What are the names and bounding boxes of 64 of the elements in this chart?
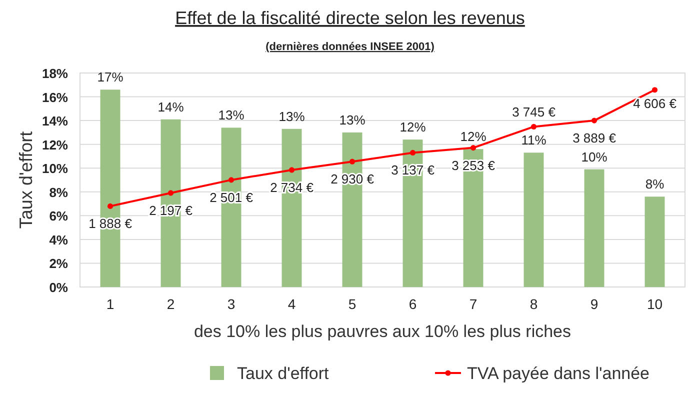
point [530,124,537,130]
bar [402,140,423,287]
y-tick-label: 2% [49,256,68,272]
bar [100,90,120,287]
y-tick-label: 10% [42,161,68,176]
chart-title: Effet de la fiscalité directe selon les revenus [175,8,525,28]
x-tick-label: 4 [288,296,296,312]
data-label: 14% [158,99,184,114]
x-axis-title: des 10% les plus pauvres aux 10% les plus riches [194,322,572,341]
point [470,144,476,151]
point [228,177,234,183]
bar [282,128,302,287]
x-tick-label: 1 [106,296,114,312]
y-tick-label: 12% [42,137,68,152]
point [107,203,114,209]
x-tick-label: 9 [590,296,598,312]
data-label: 4 606 € [633,96,678,111]
x-tick-label: 7 [469,296,478,312]
bar [644,196,665,287]
data-label: 1 888 € [88,216,133,232]
data-label: 12% [460,129,487,144]
point [591,118,598,124]
data-label: 2 930 € [330,172,375,187]
x-tick-label: 6 [408,296,417,312]
point [288,167,295,173]
y-tick-label: 16% [42,90,68,105]
point [349,158,356,164]
point [652,87,658,93]
y-tick-label: 14% [42,114,68,129]
data-label: 13% [339,112,366,128]
point [168,190,174,196]
bar [160,119,181,287]
data-label: 3 137 € [391,162,436,178]
y-tick-label: 18% [42,66,68,81]
x-tick-label: 8 [530,296,538,312]
bar [342,132,362,287]
x-tick-label: 5 [348,296,356,312]
data-label: 10% [581,149,608,164]
data-label: 12% [400,120,426,135]
chart-subtitle: (dernières données INSEE 2001) [266,41,435,53]
bar [524,152,544,287]
y-tick-label: 8% [49,184,68,200]
data-label: 11% [521,132,547,148]
y-tick-label: 4% [49,232,68,248]
point [410,150,416,156]
data-label: 3 253 € [452,158,496,173]
data-label: 13% [218,108,245,123]
data-label: 13% [278,108,306,124]
y-tick-label: 6% [49,208,68,224]
data-label: 3 889 € [572,130,617,146]
x-tick-label: 10 [646,296,663,312]
bar [584,169,604,287]
legend-label: Taux d'effort [237,364,330,383]
y-axis-title: Taux d'effort [16,131,36,229]
x-tick-label: 2 [166,296,175,312]
data-label: 3 745 € [512,104,556,120]
y-tick-label: 0% [49,280,68,295]
bar [221,128,242,287]
legend-label: TVA payée dans l'année [467,364,650,383]
data-label: 2 501 € [210,190,254,205]
data-label: 17% [97,70,124,85]
data-label: 2 197 € [149,202,194,218]
x-tick-label: 3 [227,296,236,312]
data-label: 8% [645,176,665,192]
